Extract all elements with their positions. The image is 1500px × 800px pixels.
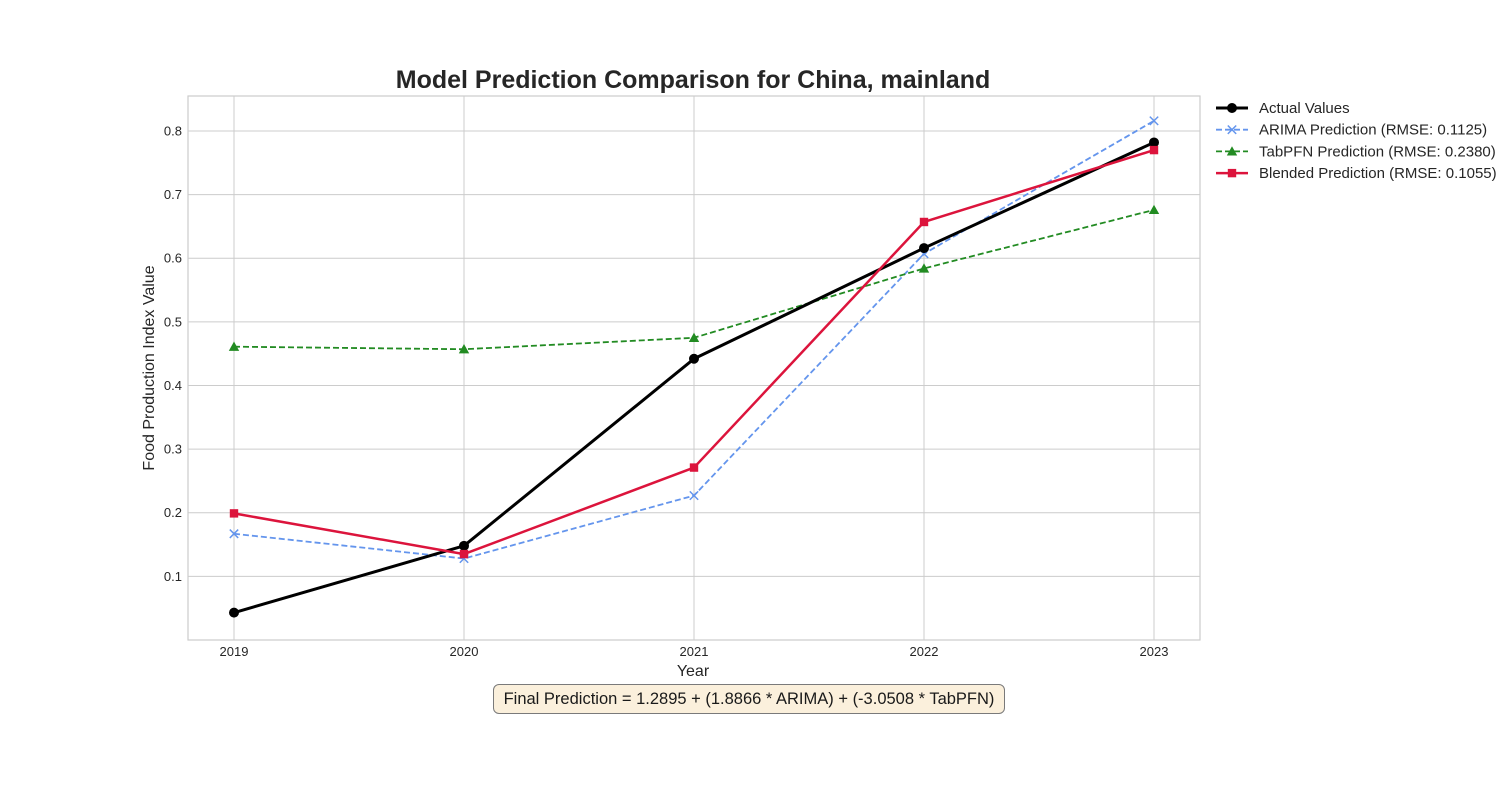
data-point-triangle (688, 332, 700, 342)
y-tick-label: 0.5 (164, 314, 182, 329)
x-marker-stroke (689, 490, 699, 501)
y-tick-label: 0.1 (164, 569, 182, 584)
x-tick-label: 2021 (680, 644, 709, 659)
legend-label: TabPFN Prediction (RMSE: 0.2380) (1259, 143, 1496, 160)
data-point-square (459, 549, 469, 559)
x-tick-label: 2020 (450, 644, 479, 659)
plot-area-frame (187, 95, 1201, 641)
legend-item: Blended Prediction (RMSE: 0.1055) (1216, 165, 1497, 182)
data-point-x (689, 490, 699, 501)
legend-label: Blended Prediction (RMSE: 0.1055) (1259, 165, 1497, 182)
data-point-x (1149, 116, 1159, 126)
series-3 (229, 145, 1159, 559)
series-lines (228, 116, 1160, 618)
y-axis-label: Food Production Index Value (141, 265, 158, 470)
series-0 (229, 137, 1159, 618)
x-marker-stroke (1149, 116, 1159, 126)
legend-item: TabPFN Prediction (RMSE: 0.2380) (1216, 143, 1496, 160)
data-point-triangle (918, 263, 930, 273)
y-tick-label: 0.3 (164, 442, 182, 457)
data-point-triangle (228, 341, 240, 351)
data-point-circle (229, 607, 239, 618)
data-point-square (229, 509, 239, 518)
data-point-circle (459, 540, 469, 551)
x-tick-label: 2022 (910, 644, 939, 659)
data-point-x (1227, 124, 1237, 135)
x-tick-label: 2023 (1140, 644, 1169, 659)
x-marker-stroke (229, 529, 239, 539)
data-point-circle (1149, 137, 1159, 148)
data-point-square (1149, 145, 1159, 155)
y-tick-label: 0.6 (164, 251, 182, 266)
data-point-triangle (458, 344, 470, 354)
data-point-triangle (1226, 146, 1238, 156)
legend-label: ARIMA Prediction (RMSE: 0.1125) (1259, 122, 1487, 139)
legend: Actual Values ARIMA Prediction (RMSE: 0.1… (1216, 100, 1497, 182)
y-tick-label: 0.8 (164, 123, 182, 138)
legend-label: Actual Values (1259, 100, 1350, 117)
grid (188, 96, 1200, 640)
x-marker-stroke (1227, 124, 1237, 135)
data-point-square (689, 463, 699, 472)
data-point-circle (919, 243, 929, 254)
tick-labels: 2019 2020 2021 2022 2023 0.1 0.2 0.3 0.4 0.5 0.6 0.… (164, 123, 1169, 659)
y-tick-label: 0.2 (164, 505, 182, 520)
series-2 (228, 204, 1160, 354)
data-point-circle (689, 353, 699, 364)
y-tick-label: 0.4 (164, 378, 182, 393)
data-point-square (919, 217, 929, 227)
chart-title: Model Prediction Comparison for China, m… (396, 66, 991, 94)
legend-item: Actual Values (1216, 100, 1350, 117)
data-point-circle (1227, 103, 1237, 113)
x-tick-label: 2019 (220, 644, 249, 659)
legend-item: ARIMA Prediction (RMSE: 0.1125) (1216, 122, 1487, 139)
x-axis-label: Year (677, 663, 710, 680)
formula-annotation: Final Prediction = 1.2895 + (1.8866 * AR… (493, 684, 1005, 714)
y-tick-label: 0.7 (164, 187, 182, 202)
data-point-triangle (1148, 204, 1160, 215)
data-point-square (1227, 168, 1237, 178)
data-point-x (229, 529, 239, 539)
